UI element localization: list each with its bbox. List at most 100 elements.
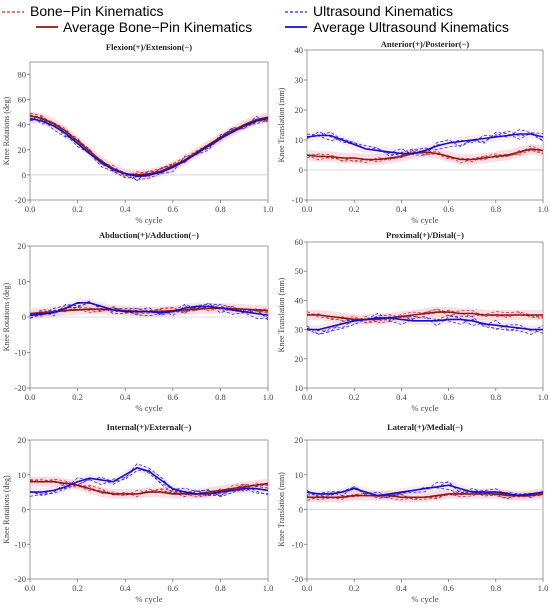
x-tick-label: 0.8	[490, 204, 501, 214]
bone-pin-trial-line	[306, 490, 544, 500]
y-tick-label: -20	[292, 574, 303, 584]
chart-title: Anterior(+)/Posterior(−)	[381, 40, 470, 49]
x-tick-label: 0.2	[72, 204, 83, 214]
x-axis-label: % cycle	[411, 594, 438, 604]
avg-bone-pin-line	[307, 493, 544, 499]
y-tick-label: -10	[292, 539, 303, 549]
avg-ultrasound-line	[29, 117, 269, 178]
y-tick-label: -10	[15, 539, 26, 549]
y-tick-label: 0	[299, 165, 303, 175]
x-tick-label: 1.0	[538, 583, 549, 593]
y-tick-label: 10	[295, 135, 304, 145]
y-tick-label: 30	[295, 325, 304, 335]
avg-bone-pin-line	[29, 115, 269, 176]
bone-pin-band	[30, 111, 268, 180]
plot-area	[306, 49, 544, 201]
x-tick-label: 0.2	[72, 392, 83, 402]
legend-label-avg-bone-pin: Average Bone−Pin Kinematics	[63, 19, 253, 35]
x-tick-label: 0.6	[443, 583, 454, 593]
x-tick-label: 0.0	[25, 583, 36, 593]
y-axis-label: Knee Rotations (deg)	[2, 475, 11, 544]
chart-abduction-adduction: Abduction(+)/Adduction(−) -20 -10 0 10 20 0.0 0…	[2, 230, 273, 413]
x-tick-label: 0.4	[396, 392, 407, 402]
x-tick-label: 0.6	[167, 392, 178, 402]
chart-proximal-distal: Proximal(+)/Distal(−) 10 20 30 40 50 60 0.0 0.2 0…	[277, 230, 549, 413]
y-tick-label: 0	[299, 505, 303, 515]
y-tick-label: 40	[18, 120, 27, 130]
y-tick-label: 20	[295, 435, 304, 445]
ultrasound-trial-line	[306, 486, 544, 498]
avg-ultrasound-line	[307, 317, 543, 331]
chart-title: Flexion(+)/Extension(−)	[106, 42, 192, 52]
x-tick-label: 0.6	[443, 204, 454, 214]
chart-lateral-medial: Lateral(+)/Medial(−) -20 -10 0 10 20 0.0 0.2 0.4…	[277, 422, 549, 604]
x-tick-label: 0.0	[302, 204, 313, 214]
bone-pin-trial-line	[306, 149, 544, 164]
y-tick-label: 10	[18, 277, 27, 287]
x-tick-label: 0.4	[396, 583, 407, 593]
y-tick-label: 20	[295, 354, 304, 364]
chart-internal-external: Internal(+)/External(−) -20 -10 0 10 20 0.0 0.2…	[2, 422, 273, 604]
chart-title: Abduction(+)/Adduction(−)	[99, 230, 199, 240]
avg-bone-pin-line	[30, 480, 269, 495]
y-tick-label: -20	[15, 195, 26, 205]
x-axis-label: % cycle	[135, 403, 162, 413]
ultrasound-trial-line	[306, 129, 544, 156]
x-axis-label: % cycle	[135, 594, 162, 604]
x-tick-label: 0.6	[167, 204, 178, 214]
ultrasound-trial-line	[306, 315, 544, 334]
y-tick-label: 20	[18, 435, 27, 445]
x-tick-label: 1.0	[538, 204, 549, 214]
legend-swatches	[2, 11, 307, 28]
y-tick-label: 0	[22, 170, 26, 180]
y-tick-label: 60	[18, 95, 27, 105]
y-tick-label: 50	[295, 266, 304, 276]
ultrasound-band	[307, 129, 543, 158]
y-axis-label: Knee Translation (mm)	[277, 87, 286, 162]
ultrasound-trial-line	[306, 480, 544, 499]
y-tick-label: -10	[292, 195, 303, 205]
y-tick-label: 60	[295, 237, 304, 247]
x-tick-label: 0.4	[120, 204, 131, 214]
x-tick-label: 0.8	[490, 583, 501, 593]
y-tick-label: 0	[22, 505, 26, 515]
avg-ultrasound-line	[30, 466, 269, 495]
y-tick-label: 10	[295, 470, 304, 480]
x-tick-label: 0.0	[25, 392, 36, 402]
x-axis-label: % cycle	[411, 215, 438, 225]
legend: Bone−Pin Kinematics Average Bone−Pin Kin…	[0, 0, 550, 40]
avg-ultrasound-line	[306, 484, 544, 497]
y-axis-label: Knee Rotations (deg)	[2, 96, 11, 165]
x-tick-label: 0.2	[349, 583, 360, 593]
ultrasound-trial-line	[306, 481, 544, 499]
y-axis-label: Knee Rotations (deg)	[2, 282, 11, 351]
y-tick-label: 80	[18, 70, 27, 80]
y-tick-label: -20	[15, 574, 26, 584]
bone-pin-trial-line	[29, 305, 269, 315]
chart-anterior-posterior: Anterior(+)/Posterior(−) -10 0 10 20 30 40 0.0 0…	[277, 40, 549, 225]
chart-flexion-extension: Flexion(+)/Extension(−) -20 0 20 40 60 80 0.0 0.…	[2, 42, 274, 225]
avg-bone-pin-line	[306, 148, 544, 161]
x-tick-label: 0.8	[215, 392, 226, 402]
x-tick-label: 0.8	[215, 204, 226, 214]
x-tick-label: 0.6	[167, 583, 178, 593]
y-tick-label: 40	[295, 295, 304, 305]
avg-ultrasound-line	[29, 302, 269, 316]
x-tick-label: 1.0	[538, 392, 549, 402]
x-tick-label: 0.8	[215, 583, 226, 593]
chart-title: Lateral(+)/Medial(−)	[387, 422, 463, 432]
x-tick-label: 0.2	[349, 392, 360, 402]
x-tick-label: 0.0	[25, 204, 36, 214]
y-tick-label: 10	[295, 383, 304, 393]
y-axis-label: Knee Translation (mm)	[277, 472, 286, 547]
avg-bone-pin-line	[307, 311, 543, 321]
legend-label-ultrasound: Ultrasound Kinematics	[313, 3, 454, 19]
legend-label-bone-pin: Bone−Pin Kinematics	[30, 3, 164, 19]
y-tick-label: 40	[295, 45, 304, 55]
x-tick-label: 1.0	[263, 204, 274, 214]
x-tick-label: 0.8	[490, 392, 501, 402]
ultrasound-trial-line	[29, 300, 269, 320]
chart-title: Proximal(+)/Distal(−)	[386, 230, 464, 240]
y-tick-label: 20	[18, 145, 27, 155]
x-tick-label: 0.6	[443, 392, 454, 402]
